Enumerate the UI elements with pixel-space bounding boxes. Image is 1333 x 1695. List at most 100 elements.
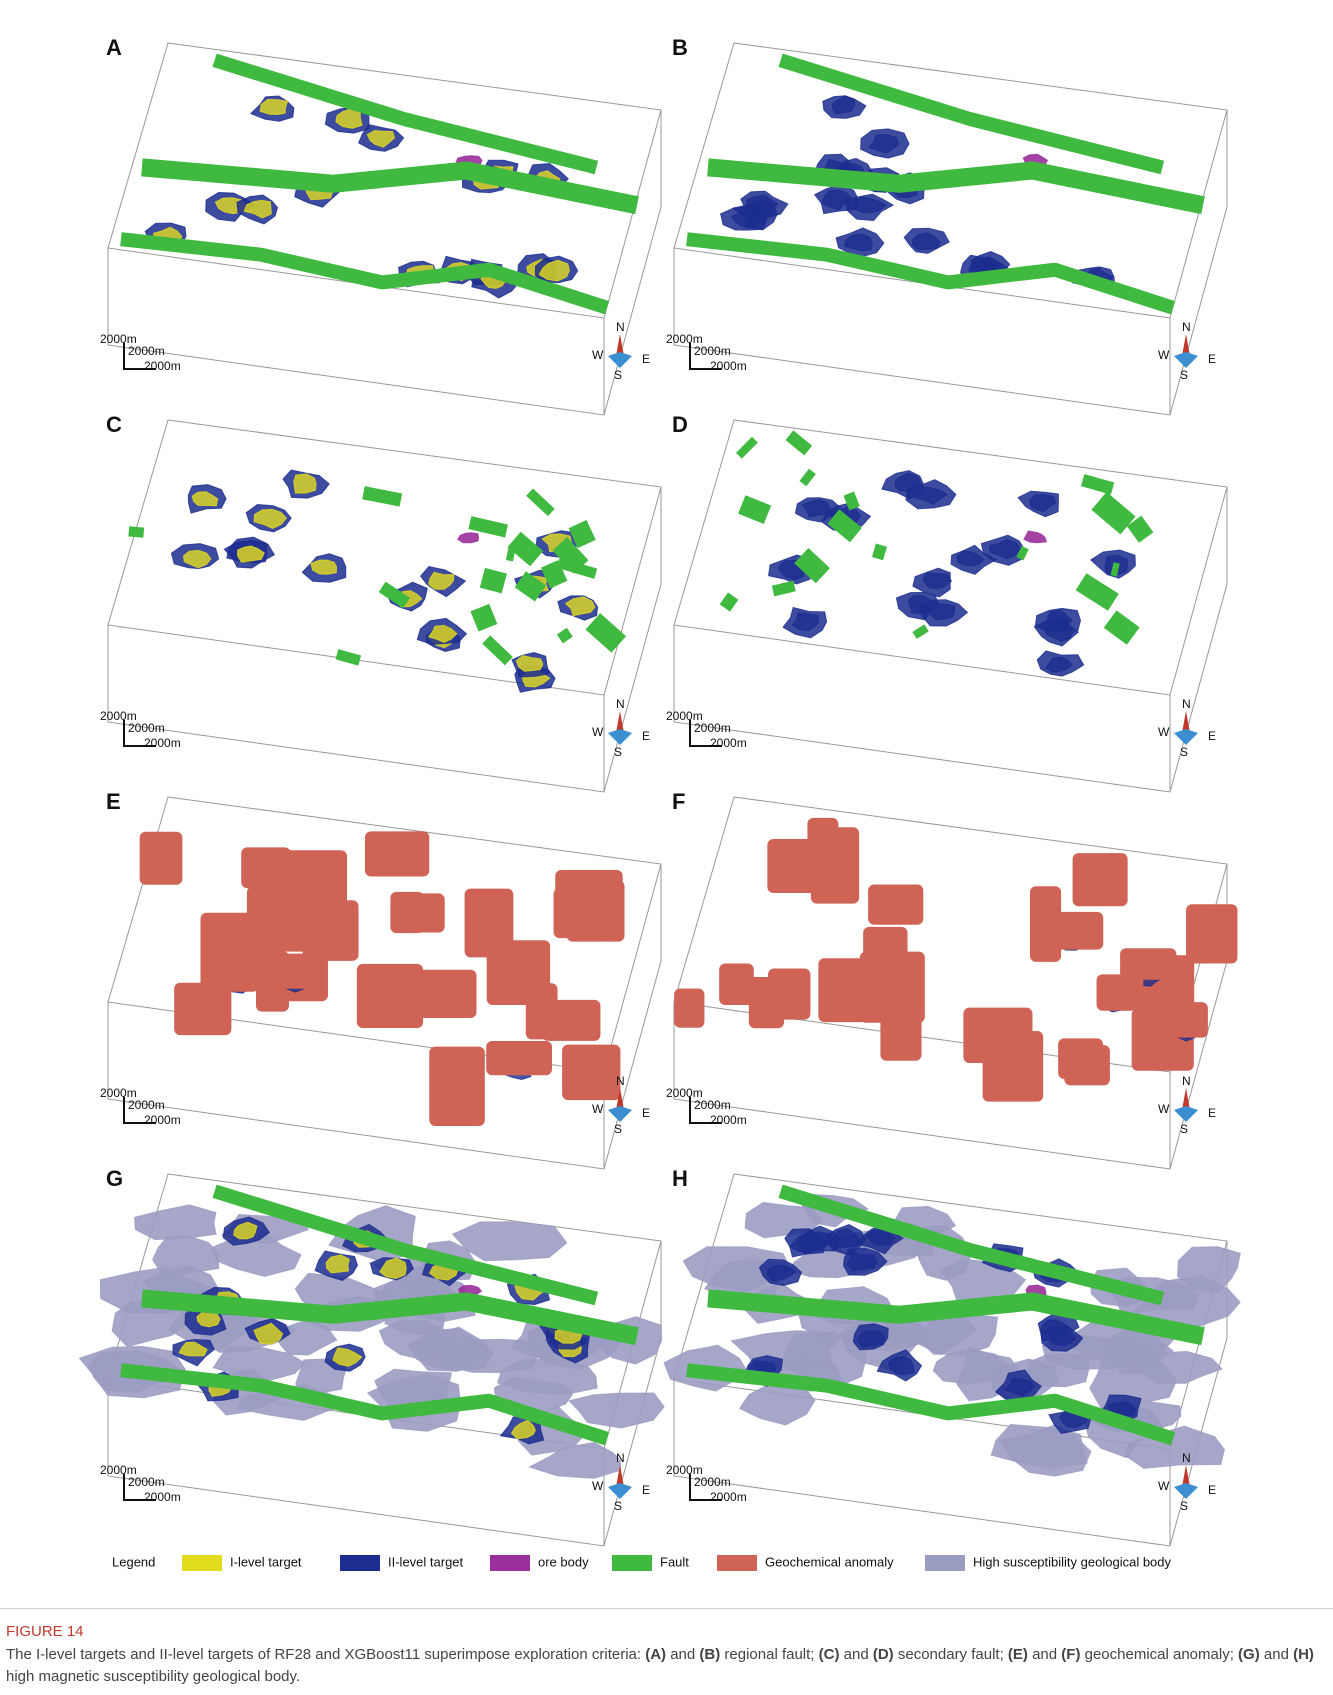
shape: [135, 1205, 216, 1240]
legend-swatch: [490, 1555, 530, 1571]
fault: [1081, 582, 1113, 603]
legend-swatch: [182, 1555, 222, 1571]
fault: [804, 475, 811, 480]
figure-panels: A2000m2000m2000mNWESB2000m2000m2000mNWES…: [0, 0, 1333, 1600]
scale-label: 2000m: [128, 344, 165, 358]
panel-label: A: [106, 35, 122, 60]
anomaly: [174, 983, 231, 1035]
legend-label: Fault: [660, 1554, 689, 1569]
fault: [549, 564, 558, 585]
anomaly: [719, 963, 754, 1005]
shape: [569, 1393, 664, 1428]
shape: [847, 1253, 877, 1271]
fault: [1134, 521, 1146, 538]
anomaly: [868, 885, 923, 925]
compass-label: W: [592, 725, 604, 739]
fault: [507, 554, 514, 555]
caption-segment: (B): [699, 1646, 720, 1663]
caption-segment: secondary fault;: [894, 1646, 1008, 1663]
caption-segment: and: [1028, 1646, 1061, 1663]
anomaly: [241, 847, 291, 888]
panel: G2000m2000m2000mNWES: [80, 1166, 665, 1546]
anomaly: [429, 1047, 485, 1126]
legend-label: ore body: [538, 1554, 589, 1569]
fault: [918, 628, 922, 635]
scale-label: 2000m: [710, 359, 747, 373]
anomaly: [963, 1008, 1032, 1063]
compass-label: W: [592, 348, 604, 362]
caption-segment: and: [1260, 1646, 1293, 1663]
compass-label: N: [616, 1074, 625, 1088]
anomaly: [1158, 1002, 1207, 1037]
compass-label: S: [1180, 1122, 1188, 1136]
compass-star: [608, 1483, 632, 1499]
fault: [1019, 551, 1026, 554]
scale-label: 2000m: [128, 721, 165, 735]
panel: F2000m2000m2000mNWES: [666, 789, 1237, 1169]
compass-star: [608, 352, 632, 368]
legend-swatch: [612, 1555, 652, 1571]
box-top: [674, 420, 1227, 695]
panel-label: C: [106, 412, 122, 437]
anomaly: [398, 893, 445, 932]
legend-title: Legend: [112, 1554, 155, 1569]
fault: [514, 539, 537, 558]
panel-label: F: [672, 789, 685, 814]
panel-label: G: [106, 1166, 123, 1191]
anomaly: [562, 1045, 620, 1100]
caption-segment: (E): [1008, 1646, 1028, 1663]
compass-label: N: [616, 1451, 625, 1465]
compass-label: S: [1180, 745, 1188, 759]
caption-segment: geochemical anomaly;: [1080, 1646, 1238, 1663]
panel-label: D: [672, 412, 688, 437]
anomaly: [303, 900, 359, 961]
scale-label: 2000m: [710, 736, 747, 750]
fault: [874, 550, 885, 553]
anomaly: [880, 1006, 921, 1061]
legend-swatch: [925, 1555, 965, 1571]
fault: [520, 579, 540, 593]
shape: [260, 99, 287, 114]
caption-segment: (A): [645, 1646, 666, 1663]
anomaly: [542, 1000, 600, 1041]
scale-label: 2000m: [144, 736, 181, 750]
compass-label: S: [614, 368, 622, 382]
fault: [593, 621, 619, 644]
anomaly: [357, 964, 423, 1028]
anomaly: [749, 977, 784, 1028]
caption-segment: (C): [819, 1646, 840, 1663]
caption-segment: regional fault;: [720, 1646, 818, 1663]
compass-star: [608, 1106, 632, 1122]
fault: [742, 504, 768, 514]
anomaly: [1064, 1045, 1110, 1085]
panel-label: B: [672, 35, 688, 60]
scale-label: 2000m: [144, 359, 181, 373]
compass-label: N: [616, 697, 625, 711]
legend-swatch: [340, 1555, 380, 1571]
compass-label: S: [614, 1499, 622, 1513]
compass-label: W: [1158, 725, 1170, 739]
compass-label: S: [614, 745, 622, 759]
fault: [801, 556, 823, 576]
compass-label: S: [1180, 1499, 1188, 1513]
compass-label: S: [1180, 368, 1188, 382]
caption-segment: The I-level targets and II-level targets…: [6, 1646, 645, 1663]
anomaly: [1073, 853, 1128, 906]
scale-label: 2000m: [694, 344, 731, 358]
shape: [908, 596, 932, 615]
anomaly: [555, 870, 622, 938]
fault: [337, 654, 360, 660]
caption-segment: (F): [1061, 1646, 1080, 1663]
fault: [1083, 480, 1113, 488]
anomaly: [365, 831, 429, 876]
legend-label: II-level target: [388, 1554, 464, 1569]
compass-label: N: [616, 320, 625, 334]
scale-label: 2000m: [694, 1098, 731, 1112]
fault: [724, 598, 734, 605]
anomaly: [807, 818, 838, 884]
fault: [470, 523, 507, 532]
anomaly: [1186, 904, 1237, 963]
panel: D2000m2000m2000mNWES: [666, 412, 1227, 792]
compass-label: W: [592, 1102, 604, 1116]
compass-label: E: [1208, 729, 1216, 743]
